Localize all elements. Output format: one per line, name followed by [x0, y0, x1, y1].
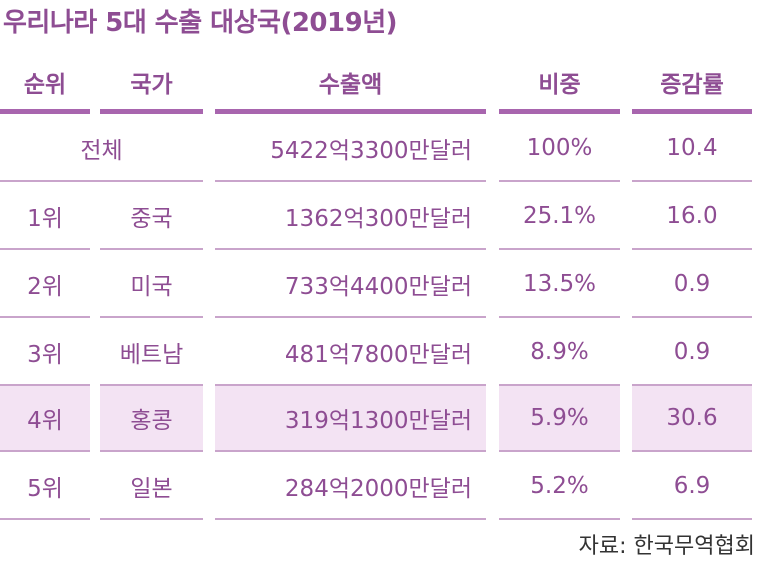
row-1-share: 25.1% [499, 184, 620, 250]
header-share: 비중 [499, 54, 620, 114]
header-amount: 수출액 [215, 54, 486, 114]
row-3-share: 8.9% [499, 320, 620, 386]
row-3-country: 베트남 [100, 320, 203, 386]
row-5-growth: 6.9 [632, 454, 752, 520]
row-2-amount: 733억4400만달러 [215, 252, 486, 318]
row-5-amount: 284억2000만달러 [215, 454, 486, 520]
total-label: 전체 [0, 116, 203, 182]
page-title: 우리나라 5대 수출 대상국(2019년) [3, 8, 398, 38]
row-1-growth: 16.0 [632, 184, 752, 250]
header-growth: 증감률 [632, 54, 752, 114]
row-2-growth: 0.9 [632, 252, 752, 318]
header-rank: 순위 [0, 54, 90, 114]
row-2-country: 미국 [100, 252, 203, 318]
row-1-amount: 1362억300만달러 [215, 184, 486, 250]
row-5-share: 5.2% [499, 454, 620, 520]
row-2-rank: 2위 [0, 252, 90, 318]
row-4-share: 5.9% [499, 386, 620, 452]
row-4-amount: 319억1300만달러 [215, 386, 486, 452]
header-country: 국가 [100, 54, 203, 114]
source-note: 자료: 한국무역협회 [578, 534, 755, 559]
row-1-country: 중국 [100, 184, 203, 250]
row-3-amount: 481억7800만달러 [215, 320, 486, 386]
row-1-rank: 1위 [0, 184, 90, 250]
row-3-rank: 3위 [0, 320, 90, 386]
row-4-growth: 30.6 [632, 386, 752, 452]
row-2-share: 13.5% [499, 252, 620, 318]
row-4-country: 홍콩 [100, 386, 203, 452]
row-5-country: 일본 [100, 454, 203, 520]
total-growth: 10.4 [632, 116, 752, 182]
row-4-rank: 4위 [0, 386, 90, 452]
row-5-rank: 5위 [0, 454, 90, 520]
total-amount: 5422억3300만달러 [215, 116, 486, 182]
total-share: 100% [499, 116, 620, 182]
row-3-growth: 0.9 [632, 320, 752, 386]
